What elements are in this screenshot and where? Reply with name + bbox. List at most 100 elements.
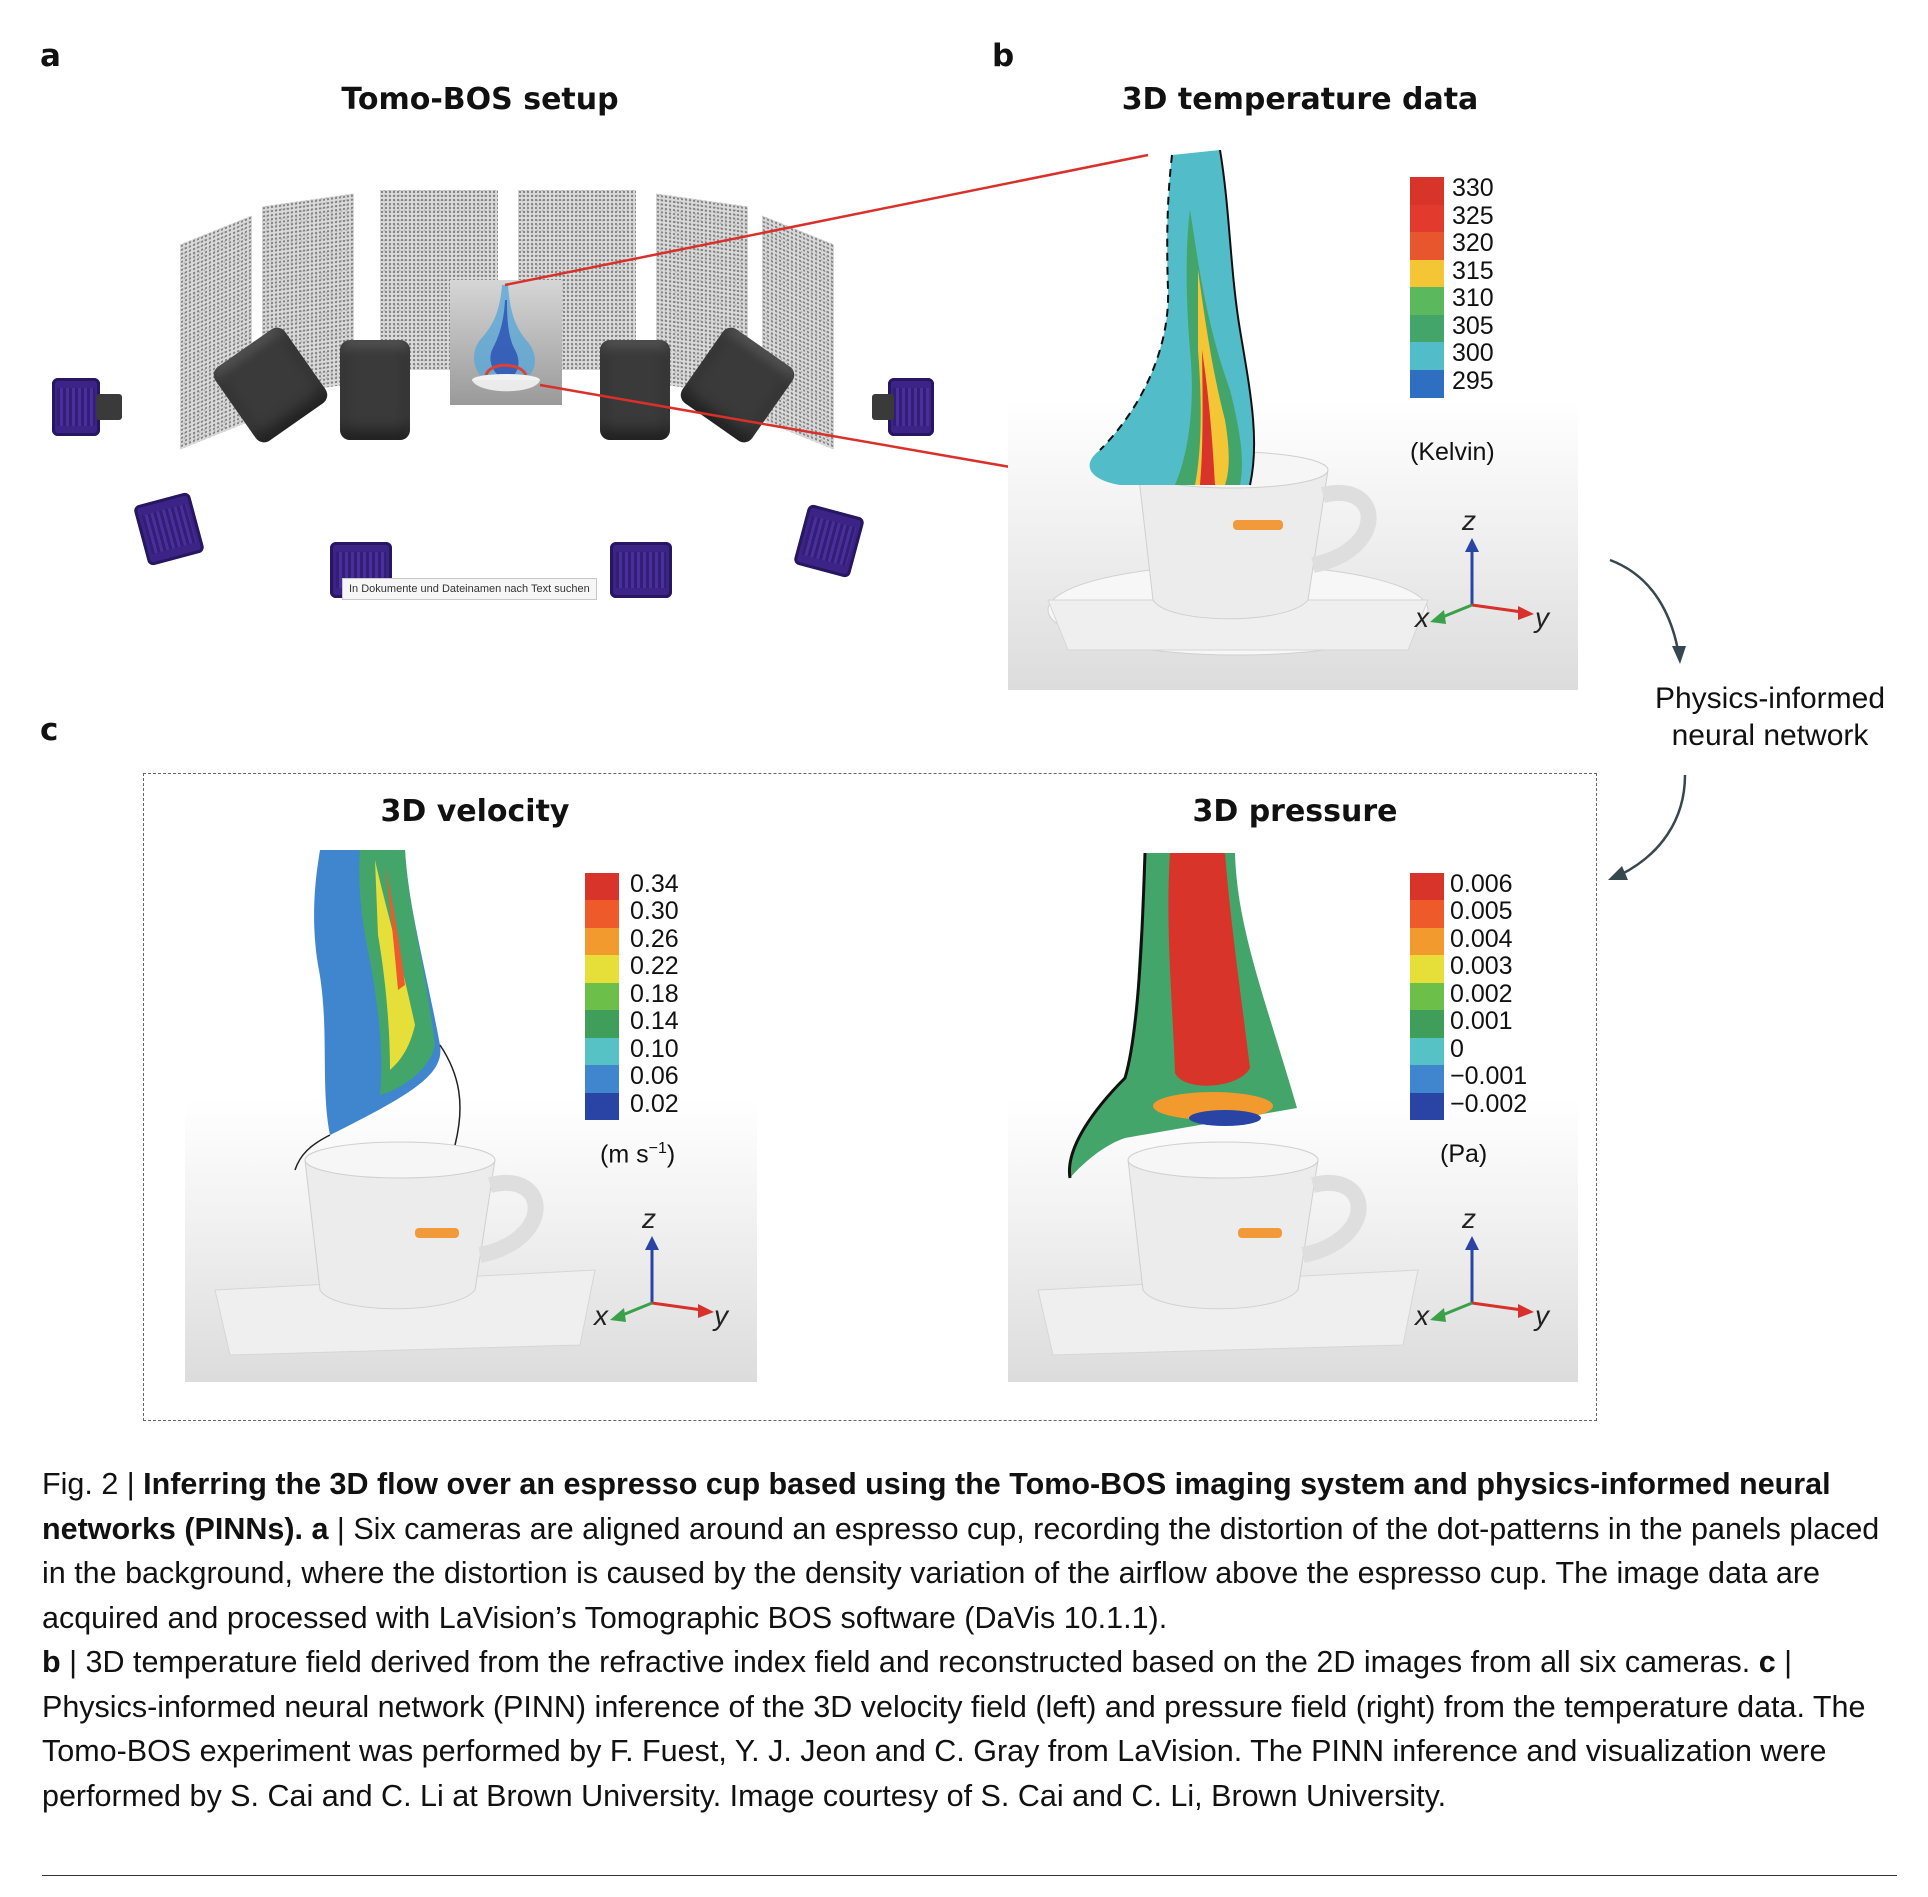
search-tooltip: In Dokumente und Dateinamen nach Text su… (342, 578, 597, 600)
colorbar-tick-label: 0.005 (1450, 897, 1513, 926)
colorbar-tick-label: 0.002 (1450, 979, 1513, 1008)
panel-label-a: a (40, 38, 61, 74)
caption-rule (42, 1875, 1897, 1876)
colorbar-tick-label: 0.22 (630, 952, 679, 981)
temperature-scene (1008, 400, 1578, 690)
colorbar-tick-label: 0.14 (630, 1007, 679, 1036)
colorbar-segment (1410, 369, 1444, 398)
colorbar-tick-label: 0.006 (1450, 870, 1513, 898)
camera (600, 340, 670, 440)
camera-lens (96, 394, 122, 420)
velocity-plume (294, 850, 461, 1171)
colorbar-segment (585, 1037, 619, 1066)
pressure-colorbar-labels: 0.006 0.005 0.004 0.003 0.002 0.001 0 −0.001 −0.… (1450, 870, 1560, 1120)
caption-label-a: a (311, 1511, 329, 1546)
colorbar-tick-label: 0.10 (630, 1034, 679, 1063)
temperature-unit: (Kelvin) (1410, 438, 1495, 466)
colorbar-tick-label: 295 (1452, 366, 1494, 395)
colorbar-tick-label: 0.003 (1450, 952, 1513, 981)
colorbar-segment (585, 873, 619, 901)
colorbar-segment (1410, 982, 1444, 1011)
colorbar-segment (1410, 873, 1444, 901)
colorbar-tick-label: −0.001 (1450, 1062, 1528, 1091)
colorbar-segment (585, 1065, 619, 1094)
colorbar-segment (1410, 1092, 1444, 1121)
velocity-scene (185, 1100, 757, 1382)
velocity-unit: (m s−1) (600, 1140, 675, 1169)
colorbar-tick-label: 300 (1452, 339, 1494, 367)
colorbar-segment (1410, 900, 1444, 929)
title-3d-velocity: 3D velocity (380, 794, 570, 829)
colorbar-segment (585, 1092, 619, 1121)
caption-title: Inferring the 3D flow over an espresso c… (42, 1467, 1831, 1546)
colorbar-segment (1410, 204, 1444, 233)
axis-label-z: z (1462, 1203, 1476, 1234)
axis-label-x: x (594, 1300, 608, 1331)
colorbar-tick-label: 320 (1452, 229, 1494, 257)
colorbar-segment (1410, 927, 1444, 956)
pressure-plume (1067, 852, 1297, 1179)
caption-text-a: | Six cameras are aligned around an espr… (42, 1511, 1880, 1635)
colorbar-segment (585, 1010, 619, 1039)
colorbar-segment (1410, 314, 1444, 343)
figure-caption: Fig. 2 | Inferring the 3D flow over an e… (42, 1462, 1897, 1818)
velocity-colorbar-labels: 0.34 0.30 0.26 0.22 0.18 0.14 0.10 0.06 0.02 (630, 870, 710, 1120)
title-tomo-bos-setup: Tomo-BOS setup (341, 82, 619, 117)
caption-text-b: | 3D temperature field derived from the … (60, 1645, 1759, 1679)
colorbar-tick-label: 0 (1450, 1034, 1464, 1063)
camera-lens (872, 394, 894, 420)
colorbar-tick-label: 0.001 (1450, 1007, 1513, 1036)
caption-fig-number: Fig. 2 | (42, 1467, 144, 1501)
caption-text-c: | Physics-informed neural network (PINN)… (42, 1645, 1866, 1813)
colorbar-tick-label: 0.02 (630, 1089, 679, 1118)
velocity-unit-end: ) (666, 1140, 676, 1169)
colorbar-tick-label: 0.34 (630, 870, 679, 898)
panel-label-c: c (40, 712, 59, 748)
velocity-colorbar (585, 873, 619, 1121)
caption-label-c: c (1758, 1645, 1776, 1679)
pinn-arrows (1608, 558, 1687, 880)
pinn-label-line1: Physics-informed (1654, 682, 1886, 715)
camera (610, 542, 672, 598)
velocity-unit-main: (m s (600, 1140, 649, 1169)
colorbar-tick-label: 310 (1452, 284, 1494, 312)
colorbar-tick-label: 305 (1452, 311, 1494, 340)
camera (52, 378, 100, 436)
colorbar-segment (1410, 259, 1444, 288)
axis-label-x: x (1415, 1300, 1429, 1331)
colorbar-tick-label: 330 (1452, 174, 1494, 202)
caption-label-b: b (42, 1645, 61, 1679)
pressure-unit: (Pa) (1440, 1140, 1488, 1168)
axis-label-z: z (1462, 505, 1476, 536)
title-3d-pressure: 3D pressure (1192, 794, 1398, 829)
axis-label-x: x (1415, 602, 1429, 633)
temperature-colorbar-labels: 330 325 320 315 310 305 300 295 (1452, 174, 1532, 397)
axes-triad (1430, 538, 1534, 624)
camera (340, 340, 410, 440)
cup-thumbnail (450, 280, 562, 405)
axes-triad (610, 1236, 714, 1322)
colorbar-tick-label: 325 (1452, 201, 1494, 230)
colorbar-tick-label: 0.30 (630, 897, 679, 926)
colorbar-tick-label: 0.004 (1450, 924, 1513, 953)
colorbar-segment (585, 900, 619, 929)
colorbar-segment (1410, 232, 1444, 260)
pinn-label-line2: neural network (1671, 719, 1869, 752)
colorbar-segment (1410, 1010, 1444, 1039)
axis-label-y: y (1535, 1300, 1549, 1331)
colorbar-segment (1410, 1037, 1444, 1066)
temperature-colorbar (1410, 177, 1444, 398)
pinn-label: Physics-informed neural network (1620, 680, 1920, 754)
tomo-bos-setup-illustration (40, 180, 934, 600)
colorbar-segment (1410, 342, 1444, 370)
colorbar-segment (585, 927, 619, 956)
panel-c-frame (143, 773, 1597, 1421)
colorbar-segment (1410, 287, 1444, 315)
pressure-colorbar (1410, 873, 1444, 1121)
axis-label-y: y (1535, 602, 1549, 633)
title-3d-temperature-data: 3D temperature data (1121, 82, 1479, 117)
camera (888, 378, 934, 436)
colorbar-segment (1410, 955, 1444, 984)
colorbar-tick-label: 0.26 (630, 924, 679, 953)
colorbar-tick-label: 315 (1452, 256, 1494, 285)
